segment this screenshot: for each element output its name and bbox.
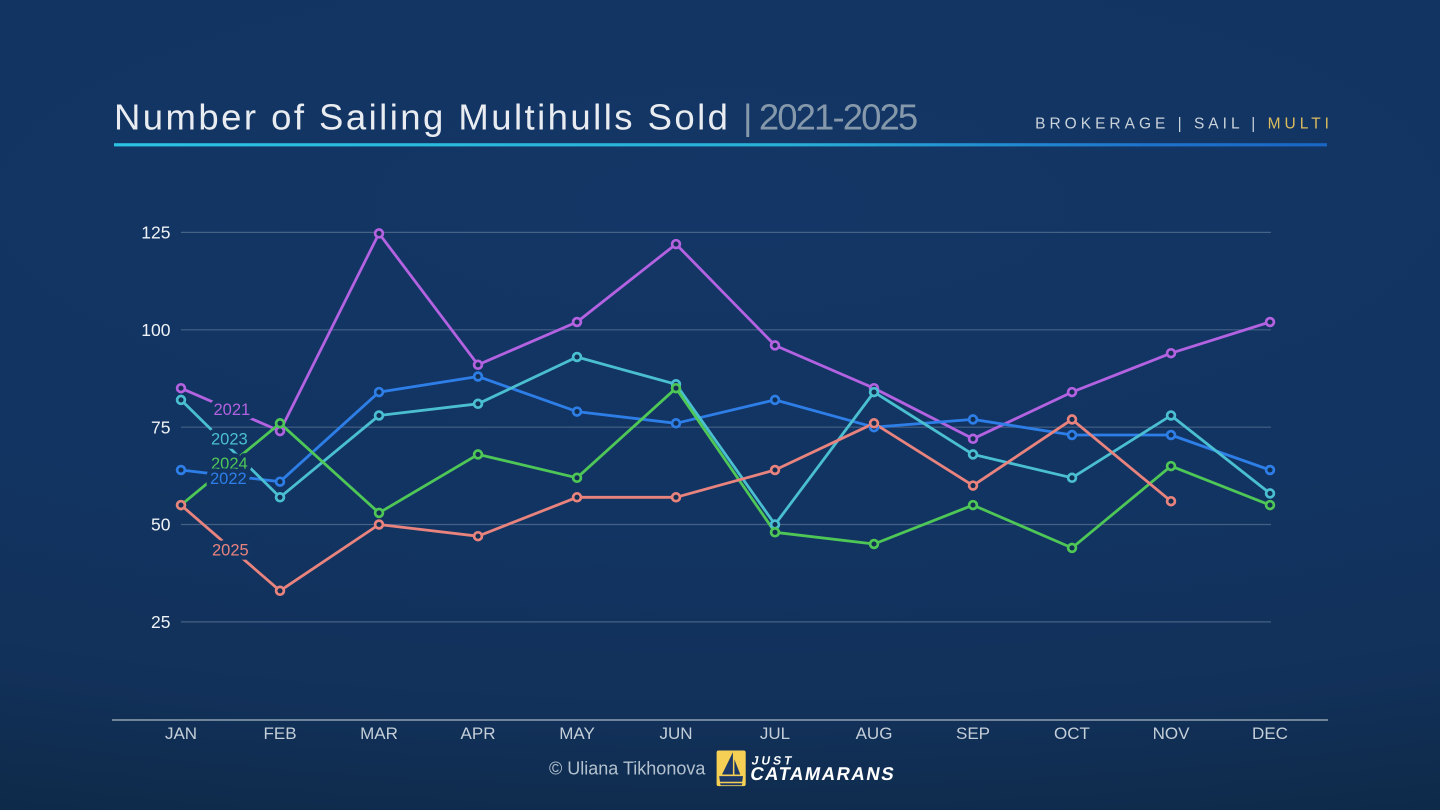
svg-text:125: 125 (141, 223, 170, 243)
svg-text:2021: 2021 (214, 401, 251, 419)
svg-text:DEC: DEC (1252, 724, 1288, 743)
svg-text:JUL: JUL (760, 724, 790, 743)
svg-text:MAY: MAY (559, 724, 595, 743)
svg-text:OCT: OCT (1054, 724, 1090, 743)
svg-text:MAR: MAR (360, 724, 398, 743)
svg-text:2025: 2025 (212, 542, 249, 560)
svg-text:NOV: NOV (1153, 724, 1191, 743)
svg-text:JUST: JUST (751, 754, 796, 768)
svg-text:SEP: SEP (956, 724, 990, 743)
svg-text:2022: 2022 (210, 470, 247, 488)
svg-text:Number of Sailing Multihulls S: Number of Sailing Multihulls Sold | 2021… (114, 96, 917, 137)
svg-text:APR: APR (461, 724, 496, 743)
svg-text:JAN: JAN (165, 724, 197, 743)
svg-text:FEB: FEB (263, 724, 296, 743)
svg-text:AUG: AUG (856, 724, 893, 743)
svg-text:2024: 2024 (211, 455, 248, 473)
svg-text:BROKERAGE | SAIL | MULTI: BROKERAGE | SAIL | MULTI (1035, 116, 1333, 133)
svg-text:© Uliana Tikhonova: © Uliana Tikhonova (549, 758, 706, 778)
svg-text:75: 75 (151, 417, 170, 437)
svg-text:25: 25 (151, 612, 170, 632)
svg-text:2023: 2023 (211, 431, 248, 449)
svg-text:JUN: JUN (659, 724, 692, 743)
svg-text:CATAMARANS: CATAMARANS (749, 763, 897, 784)
svg-text:50: 50 (151, 515, 171, 535)
svg-text:100: 100 (141, 320, 170, 340)
